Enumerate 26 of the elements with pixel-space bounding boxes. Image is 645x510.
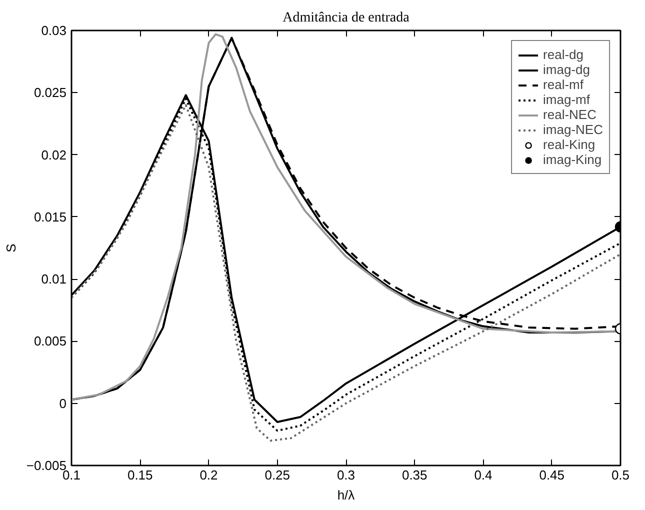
legend-label: real-dg	[543, 47, 584, 62]
y-tick-label: 0.005	[34, 334, 67, 349]
y-tick-label: 0	[59, 396, 67, 411]
x-tick-label: 0.35	[402, 468, 428, 482]
x-tick-label: 0.45	[539, 468, 565, 482]
x-tick-label: 0.5	[611, 468, 630, 482]
chart-title: Admitância de entrada	[282, 10, 410, 26]
y-tick-label: 0.025	[34, 85, 67, 100]
legend-label: imag-mf	[543, 92, 590, 107]
x-tick-label: 0.4	[474, 468, 492, 482]
y-tick-label: 0.015	[34, 209, 67, 224]
x-tick-label: 0.2	[200, 468, 218, 482]
legend-label: real-King	[543, 137, 596, 152]
y-tick-label: 0.02	[41, 147, 67, 162]
legend-label: real-NEC	[543, 107, 596, 122]
x-tick-label: 0.3	[336, 468, 356, 482]
x-tick-label: 0.15	[127, 468, 153, 482]
legend-label: imag-dg	[543, 62, 590, 77]
y-axis-title: S	[3, 243, 18, 252]
y-tick-label: 0.03	[41, 23, 67, 38]
x-tick-label: 0.25	[264, 468, 290, 482]
y-tick-label: 0.01	[41, 272, 67, 287]
legend-label: imag-NEC	[543, 122, 603, 137]
legend-label: real-mf	[543, 77, 584, 92]
x-axis-title: h/λ	[337, 488, 356, 502]
legend-label: imag-King	[543, 152, 602, 167]
